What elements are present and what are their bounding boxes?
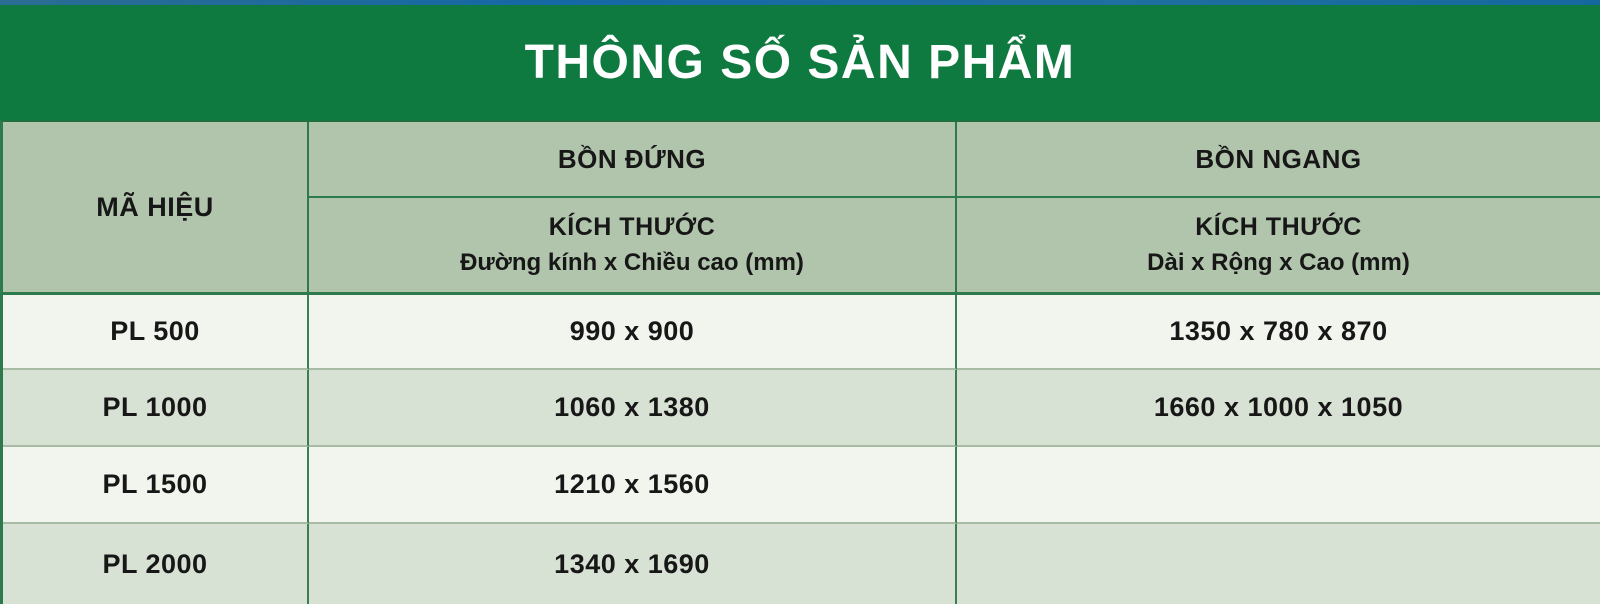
header-model-code: MÃ HIỆU (3, 122, 309, 295)
page-title: THÔNG SỐ SẢN PHẨM (524, 36, 1076, 89)
cell-model-pl1500: PL 1500 (3, 447, 309, 524)
cell-vertical-pl1500: 1210 x 1560 (309, 447, 957, 524)
cell-vertical-pl500: 990 x 900 (309, 295, 957, 370)
cell-horizontal-pl1000: 1660 x 1000 x 1050 (957, 370, 1600, 447)
cell-vertical-pl2000: 1340 x 1690 (309, 524, 957, 604)
cell-horizontal-pl500: 1350 x 780 x 870 (957, 295, 1600, 370)
size-label-vertical: KÍCH THƯỚC (548, 213, 716, 242)
size-label-horizontal: KÍCH THƯỚC (1195, 213, 1362, 242)
cell-horizontal-pl2000 (957, 524, 1600, 604)
header-size-horizontal: KÍCH THƯỚC Dài x Rộng x Cao (mm) (957, 198, 1600, 295)
size-sub-horizontal: Dài x Rộng x Cao (mm) (1147, 248, 1410, 276)
size-sub-vertical: Đường kính x Chiều cao (mm) (460, 248, 804, 276)
cell-horizontal-pl1500 (957, 447, 1600, 524)
header-group-vertical-tank: BỒN ĐỨNG (309, 122, 957, 198)
header-group-horizontal-tank: BỒN NGANG (957, 122, 1600, 198)
cell-model-pl1000: PL 1000 (3, 370, 309, 447)
spec-table: MÃ HIỆU BỒN ĐỨNG BỒN NGANG KÍCH THƯỚC Đư… (0, 120, 1600, 604)
title-banner: THÔNG SỐ SẢN PHẨM (0, 5, 1600, 120)
header-size-vertical: KÍCH THƯỚC Đường kính x Chiều cao (mm) (309, 198, 957, 295)
cell-model-pl500: PL 500 (3, 295, 309, 370)
top-accent-strip (0, 0, 1600, 5)
cell-model-pl2000: PL 2000 (3, 524, 309, 604)
cell-vertical-pl1000: 1060 x 1380 (309, 370, 957, 447)
